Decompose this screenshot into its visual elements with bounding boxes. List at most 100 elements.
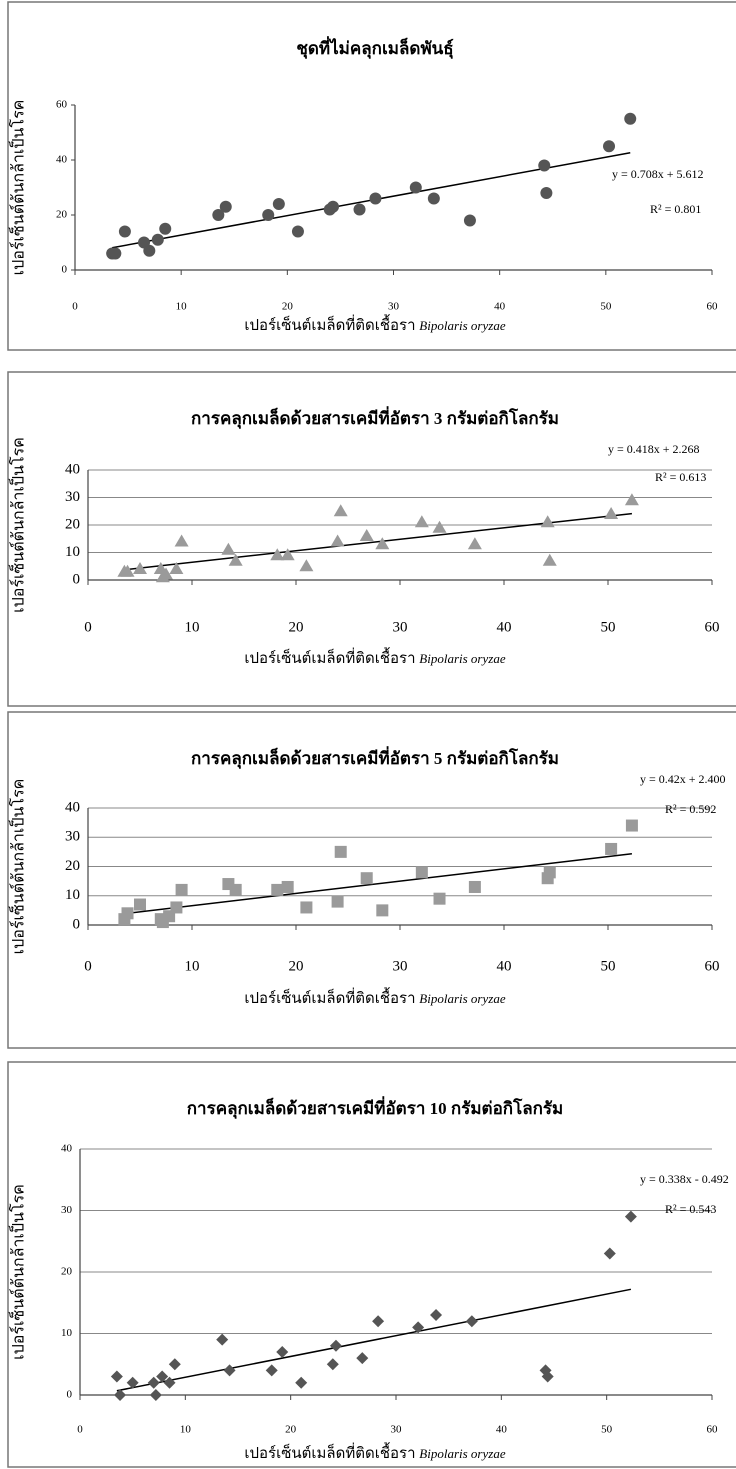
y-tick-label: 20: [56, 209, 68, 221]
point: [353, 203, 366, 216]
x-tick-label: 20: [285, 1424, 297, 1436]
point: [467, 537, 482, 550]
x-tick-label: 40: [494, 301, 506, 313]
point: [221, 542, 236, 555]
point: [326, 200, 339, 213]
point: [360, 872, 373, 885]
point: [295, 1376, 308, 1389]
point: [212, 209, 225, 221]
y-tick-label: 0: [62, 264, 68, 276]
x-tick-label: 50: [601, 958, 616, 974]
point: [270, 548, 285, 561]
point: [359, 529, 374, 541]
y-tick-label: 20: [65, 516, 80, 532]
trendline-r2: R² = 0.801: [650, 202, 701, 216]
chart-title: การคลุกเมล็ดด้วยสารเคมีที่อัตรา 5 กรัมต่…: [191, 746, 559, 769]
y-tick-label: 30: [65, 489, 80, 505]
point: [118, 225, 131, 238]
x-tick-label: 0: [72, 301, 78, 313]
chart-title: ชุดที่ไม่คลุกเมล็ดพันธุ์: [296, 36, 453, 59]
x-tick-label: 20: [289, 958, 304, 974]
point: [414, 515, 429, 528]
point: [109, 247, 122, 260]
trendline: [124, 852, 633, 915]
x-tick-label: 30: [393, 958, 408, 974]
point: [299, 559, 314, 572]
point: [331, 895, 344, 908]
trendline: [116, 1288, 632, 1392]
point: [415, 866, 428, 879]
point: [216, 1333, 229, 1346]
chart-border: [7, 371, 736, 707]
x-axis-title: เปอร์เซ็นต์เมล็ดที่ติดเชื้อรา Bipolaris …: [244, 1442, 505, 1462]
x-tick-label: 50: [600, 301, 612, 313]
point: [265, 1364, 278, 1377]
x-tick-label: 10: [185, 958, 200, 974]
point: [156, 1370, 169, 1383]
y-tick-label: 60: [56, 99, 68, 111]
y-tick-label: 30: [65, 829, 80, 845]
point: [114, 1389, 127, 1401]
trendline: [124, 512, 633, 571]
x-tick-label: 30: [391, 1424, 403, 1436]
x-tick-label: 30: [393, 619, 408, 635]
x-axis-title-species: Bipolaris oryzae: [419, 318, 506, 333]
point: [174, 534, 189, 547]
chart: การคลุกเมล็ดด้วยสารเคมีที่อัตรา 3 กรัมต่…: [7, 371, 736, 707]
x-tick-label: 40: [496, 1424, 508, 1436]
x-axis-title-species: Bipolaris oryzae: [419, 1446, 506, 1461]
point: [605, 842, 618, 855]
x-axis-title: เปอร์เซ็นต์เมล็ดที่ติดเชื้อรา Bipolaris …: [244, 314, 505, 334]
point: [541, 1370, 554, 1383]
point: [625, 819, 638, 832]
y-axis-title: เปอร์เซ็นต์ต้นกล้าเป็นโรค: [8, 437, 28, 613]
x-tick-label: 60: [705, 619, 720, 635]
point: [543, 866, 556, 879]
y-tick-label: 40: [65, 461, 80, 477]
y-tick-label: 0: [73, 916, 81, 932]
point: [280, 548, 295, 561]
x-axis-title-species: Bipolaris oryzae: [419, 991, 506, 1006]
point: [372, 1315, 385, 1328]
x-tick-label: 40: [497, 619, 512, 635]
point: [300, 901, 313, 914]
x-axis-title-text: เปอร์เซ็นต์เมล็ดที่ติดเชื้อรา: [244, 647, 415, 667]
point: [133, 562, 147, 574]
x-tick-label: 10: [176, 301, 188, 313]
y-tick-label: 20: [61, 1266, 73, 1278]
chart: การคลุกเมล็ดด้วยสารเคมีที่อัตรา 5 กรัมต่…: [7, 711, 736, 1049]
chart: ชุดที่ไม่คลุกเมล็ดพันธุ์ 0 20 40 60 0 10 20 30 40…: [7, 1, 736, 351]
y-tick-label: 40: [61, 1143, 73, 1155]
x-tick-label: 40: [497, 958, 512, 974]
point: [433, 892, 446, 905]
point: [409, 181, 422, 194]
point: [603, 140, 616, 153]
point: [430, 1309, 443, 1322]
point: [271, 883, 284, 896]
point: [223, 1364, 236, 1377]
x-tick-label: 50: [601, 619, 616, 635]
y-axis-title: เปอร์เซ็นต์ต้นกล้าเป็นโรค: [8, 779, 28, 955]
chart-border: [7, 711, 736, 1049]
y-axis-title: เปอร์เซ็นต์ต้นกล้าเป็นโรค: [8, 100, 28, 276]
point: [427, 192, 440, 205]
point: [465, 1315, 478, 1328]
point: [170, 901, 183, 914]
point: [159, 222, 172, 235]
point: [603, 1247, 616, 1260]
point: [169, 562, 184, 574]
point: [229, 883, 242, 896]
point: [326, 1358, 339, 1371]
x-tick-label: 20: [289, 619, 304, 635]
point: [376, 904, 389, 917]
point: [281, 880, 294, 893]
point: [120, 564, 135, 577]
point: [110, 1370, 123, 1383]
x-tick-label: 60: [705, 958, 720, 974]
x-tick-label: 10: [180, 1424, 192, 1436]
y-tick-label: 10: [61, 1327, 73, 1339]
point: [228, 553, 243, 566]
point: [624, 493, 639, 506]
y-tick-label: 40: [65, 799, 80, 815]
